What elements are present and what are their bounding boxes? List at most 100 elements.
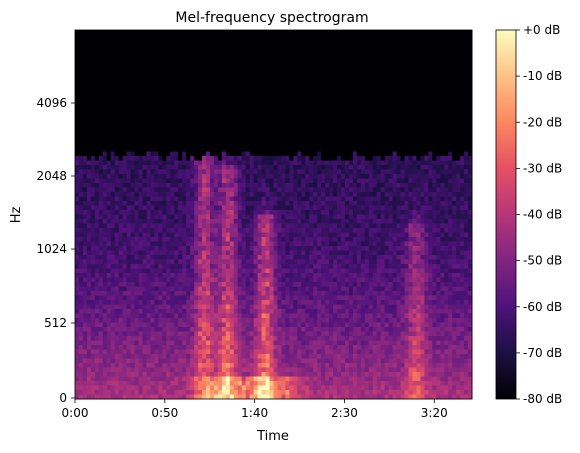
heatmap-cell bbox=[277, 187, 282, 193]
heatmap-cell bbox=[376, 115, 382, 121]
heatmap-cell bbox=[424, 79, 429, 85]
heatmap-cell bbox=[106, 75, 112, 80]
heatmap-cell bbox=[90, 133, 96, 139]
heatmap-cell bbox=[182, 187, 187, 193]
heatmap-cell bbox=[134, 97, 140, 103]
heatmap-cell bbox=[202, 75, 207, 80]
heatmap-cell bbox=[225, 246, 231, 251]
heatmap-cell bbox=[333, 237, 338, 242]
heatmap-cell bbox=[75, 201, 80, 206]
heatmap-cell bbox=[265, 246, 271, 251]
heatmap-cell bbox=[98, 142, 104, 148]
heatmap-cell bbox=[428, 174, 433, 179]
heatmap-cell bbox=[313, 232, 318, 238]
heatmap-cell bbox=[253, 201, 259, 206]
heatmap-cell bbox=[146, 52, 151, 58]
heatmap-cell bbox=[78, 210, 84, 215]
heatmap-cell bbox=[424, 75, 429, 80]
heatmap-cell bbox=[428, 192, 433, 197]
heatmap-cell bbox=[348, 151, 354, 157]
heatmap-cell bbox=[337, 34, 342, 40]
heatmap-cell bbox=[352, 178, 358, 184]
heatmap-cell bbox=[281, 102, 286, 107]
heatmap-cell bbox=[213, 142, 219, 148]
heatmap-cell bbox=[317, 223, 322, 229]
heatmap-cell bbox=[78, 70, 84, 76]
heatmap-cell bbox=[182, 79, 187, 85]
heatmap-cell bbox=[289, 183, 294, 188]
heatmap-cell bbox=[372, 133, 378, 139]
heatmap-cell bbox=[253, 34, 259, 40]
heatmap-cell bbox=[186, 183, 191, 188]
heatmap-cell bbox=[237, 165, 243, 170]
heatmap-cell bbox=[281, 88, 286, 94]
heatmap-cell bbox=[245, 48, 251, 53]
heatmap-cell bbox=[293, 246, 298, 251]
heatmap-cell bbox=[464, 84, 469, 89]
heatmap-cell bbox=[368, 156, 374, 161]
heatmap-cell bbox=[321, 246, 326, 251]
heatmap-cell bbox=[424, 120, 429, 125]
heatmap-cell bbox=[102, 147, 108, 152]
heatmap-cell bbox=[396, 120, 402, 125]
heatmap-cell bbox=[257, 106, 263, 112]
heatmap-cell bbox=[400, 124, 406, 130]
heatmap-cell bbox=[289, 205, 294, 211]
heatmap-cell bbox=[202, 120, 207, 125]
heatmap-cell bbox=[225, 192, 231, 197]
heatmap-cell bbox=[194, 219, 199, 224]
heatmap-cell bbox=[340, 174, 346, 179]
heatmap-cell bbox=[360, 124, 366, 130]
heatmap-cell bbox=[198, 39, 203, 44]
heatmap-cell bbox=[90, 84, 96, 89]
heatmap-cell bbox=[352, 124, 358, 130]
heatmap-cell bbox=[257, 93, 263, 98]
heatmap-cell bbox=[221, 160, 227, 166]
heatmap-cell bbox=[348, 30, 354, 35]
heatmap-cell bbox=[82, 187, 88, 193]
heatmap-cell bbox=[416, 70, 421, 76]
heatmap-cell bbox=[265, 48, 271, 53]
heatmap-cell bbox=[146, 228, 151, 233]
heatmap-cell bbox=[352, 120, 358, 125]
heatmap-cell bbox=[94, 93, 100, 98]
heatmap-cell bbox=[313, 102, 318, 107]
heatmap-cell bbox=[198, 102, 203, 107]
heatmap-cell bbox=[297, 61, 302, 67]
heatmap-cell bbox=[106, 196, 112, 202]
heatmap-cell bbox=[261, 228, 267, 233]
heatmap-cell bbox=[325, 75, 330, 80]
heatmap-cell bbox=[245, 111, 251, 116]
heatmap-cell bbox=[98, 223, 104, 229]
heatmap-cell bbox=[186, 174, 191, 179]
heatmap-cell bbox=[356, 160, 362, 166]
heatmap-cell bbox=[202, 57, 207, 62]
heatmap-cell bbox=[217, 187, 223, 193]
heatmap-cell bbox=[364, 133, 370, 139]
heatmap-cell bbox=[229, 192, 235, 197]
heatmap-cell bbox=[364, 88, 370, 94]
heatmap-cell bbox=[329, 214, 334, 220]
heatmap-cell bbox=[301, 201, 306, 206]
heatmap-cell bbox=[194, 57, 199, 62]
heatmap-cell bbox=[460, 246, 465, 251]
heatmap-cell bbox=[392, 111, 398, 116]
heatmap-cell bbox=[448, 111, 453, 116]
heatmap-cell bbox=[253, 129, 259, 134]
heatmap-cell bbox=[408, 228, 413, 233]
heatmap-cell bbox=[329, 57, 334, 62]
heatmap-cell bbox=[436, 75, 441, 80]
heatmap-cell bbox=[217, 142, 223, 148]
heatmap-cell bbox=[269, 120, 274, 125]
heatmap-cell bbox=[170, 129, 175, 134]
heatmap-cell bbox=[229, 147, 235, 152]
heatmap-cell bbox=[221, 192, 227, 197]
heatmap-cell bbox=[456, 43, 461, 49]
heatmap-cell bbox=[412, 142, 417, 148]
heatmap-cell bbox=[198, 201, 203, 206]
heatmap-cell bbox=[396, 66, 402, 71]
heatmap-cell bbox=[186, 39, 191, 44]
heatmap-cell bbox=[237, 93, 243, 98]
heatmap-cell bbox=[432, 205, 437, 211]
heatmap-cell bbox=[253, 156, 259, 161]
